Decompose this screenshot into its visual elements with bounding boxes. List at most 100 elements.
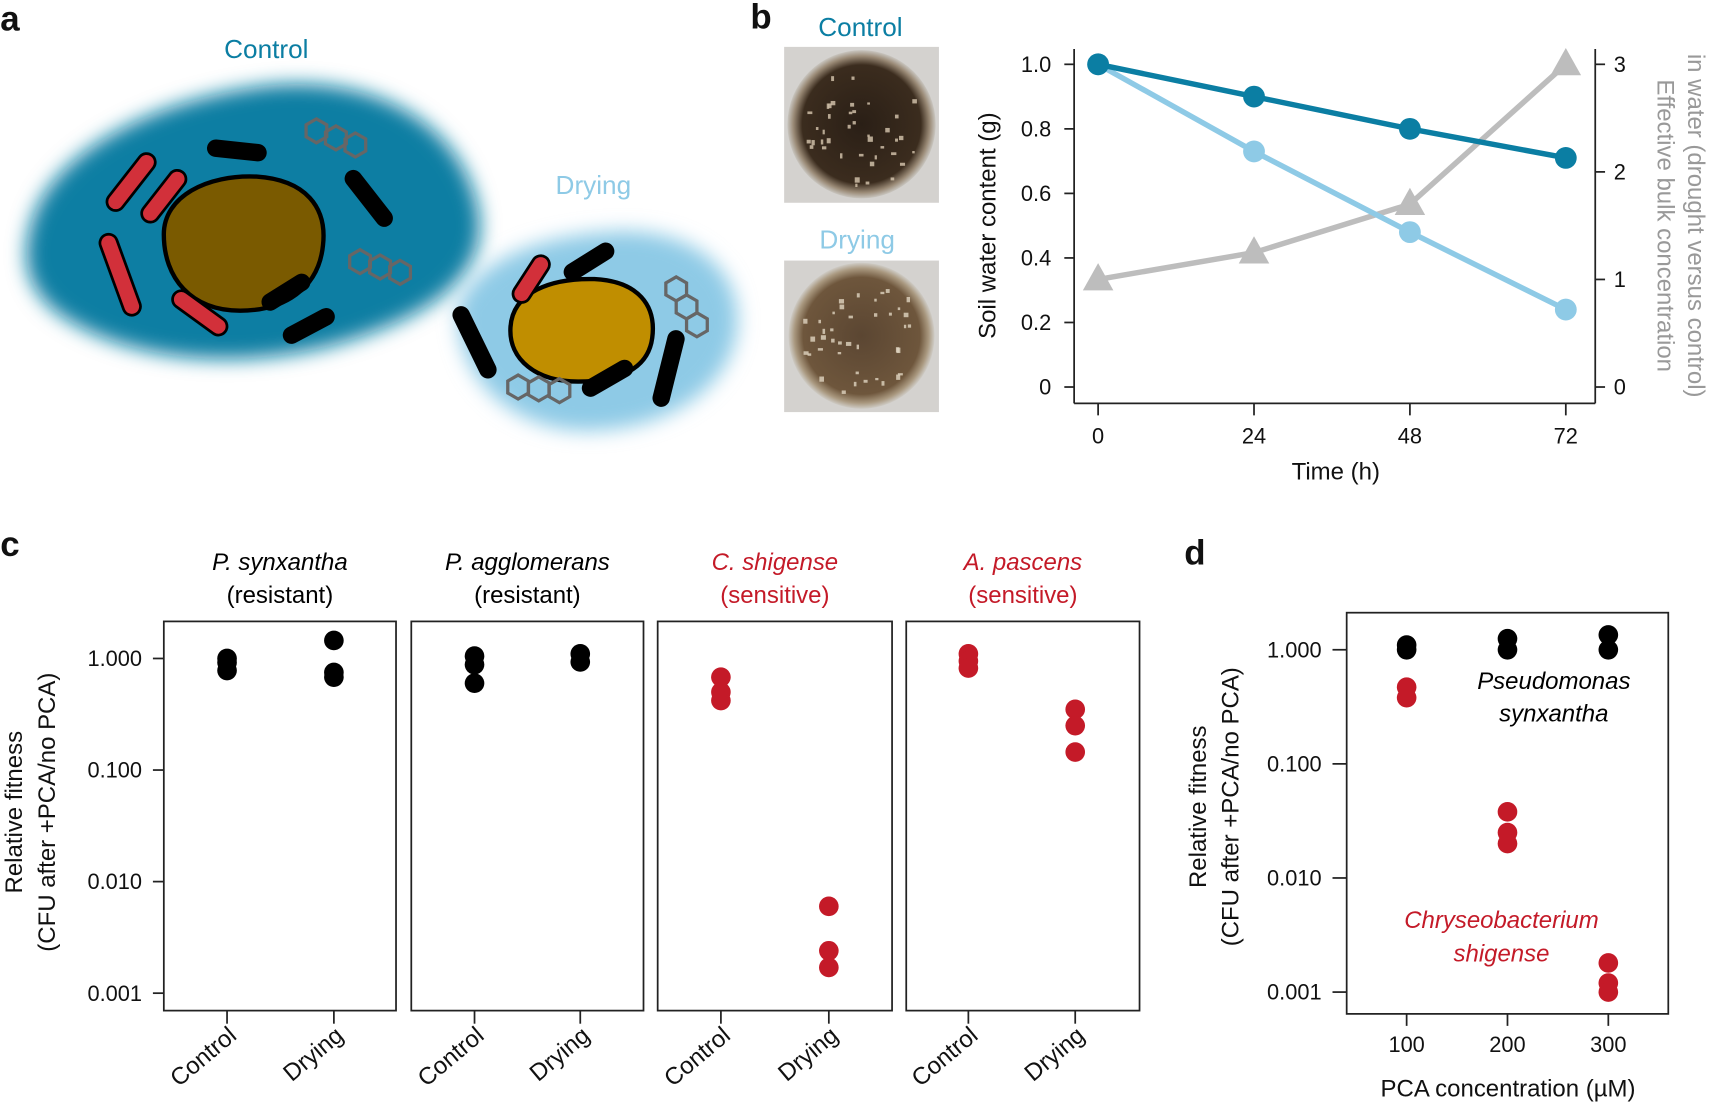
- series-label: shigense: [1454, 941, 1550, 968]
- y-tick-label: 0.100: [1267, 751, 1322, 776]
- point-control: [1554, 147, 1577, 169]
- x-tick-label: Control: [413, 1022, 490, 1092]
- soil-speckle: [881, 381, 885, 386]
- right-y-axis-label-line: Effective bulk concentration: [1651, 79, 1678, 372]
- soil-speckle: [880, 291, 885, 295]
- x-tick-label: 48: [1398, 424, 1422, 449]
- x-tick-label: 200: [1489, 1032, 1525, 1057]
- pca-molecule-shape: [348, 247, 373, 276]
- point-concentration: [1550, 47, 1582, 76]
- soil-speckle: [820, 139, 824, 145]
- soil-speckle: [803, 318, 808, 324]
- soil-speckle: [822, 129, 825, 135]
- facet-frame: [162, 620, 397, 1012]
- resistant-bacterium-shape: [261, 273, 311, 311]
- soil-speckle: [856, 344, 860, 350]
- soil-speckle: [831, 338, 835, 343]
- soil-speckle: [858, 153, 864, 157]
- soil-photos: Control Drying: [784, 12, 939, 413]
- x-tick-label: Control: [659, 1022, 736, 1092]
- resistant-bacterium-shape: [344, 169, 393, 227]
- x-axis-label: Time (h): [1292, 459, 1380, 486]
- soil-speckle: [810, 336, 816, 342]
- left-y-tick-label: 0.8: [1021, 116, 1051, 141]
- soil-speckle: [848, 111, 853, 115]
- sensitive-bacterium-shape: [511, 254, 551, 304]
- soil-speckle: [815, 127, 819, 131]
- soil-speckle: [806, 139, 811, 144]
- facet-title: C. shigense: [712, 549, 839, 576]
- soil-speckle: [875, 377, 879, 381]
- soil-speckle: [811, 140, 815, 146]
- y-axis-label-line: Relative fitness: [1185, 725, 1212, 888]
- sensitive-bacterium-shape: [171, 289, 229, 337]
- soil-speckle: [830, 328, 834, 332]
- y-tick-label: 0.010: [1267, 866, 1322, 891]
- x-tick-label: Control: [907, 1022, 984, 1092]
- soil-aggregate-schematic: Control Drying: [26, 34, 738, 431]
- data-point-resistant: [1598, 625, 1619, 645]
- soil-speckle: [867, 134, 870, 137]
- schematic-control-label: Control: [224, 34, 308, 64]
- soil-speckle: [853, 381, 857, 387]
- pca-molecule-shape: [368, 253, 393, 281]
- drying-soil-grain: [508, 276, 656, 384]
- resistant-bacterium-shape: [581, 359, 634, 397]
- x-tick-label: Control: [165, 1022, 242, 1092]
- panel-b-letter: b: [750, 0, 771, 36]
- x-tick-label: 300: [1590, 1032, 1626, 1057]
- point-drying: [1554, 298, 1577, 321]
- y-tick-label: 1.000: [1267, 637, 1322, 662]
- soil-speckle: [891, 152, 897, 156]
- soil-speckle: [863, 379, 868, 383]
- right-y-tick-label: 3: [1614, 52, 1626, 77]
- soil-speckle: [903, 312, 909, 318]
- y-tick-label: 0.010: [87, 869, 142, 894]
- y-axis-label-line: (CFU after +PCA/no PCA): [1218, 667, 1245, 946]
- soil-speckle: [854, 177, 860, 183]
- y-axis-label-line: (CFU after +PCA/no PCA): [34, 673, 61, 952]
- soil-speckle: [841, 390, 846, 394]
- soil-speckle: [822, 328, 826, 334]
- data-point: [324, 630, 344, 651]
- x-axis-label: PCA concentration (µM): [1381, 1076, 1636, 1103]
- soil-speckle: [850, 102, 855, 107]
- soil-speckle: [839, 153, 843, 159]
- point-control: [1243, 85, 1265, 108]
- soil-speckle: [826, 103, 830, 109]
- soil-speckle: [897, 373, 903, 376]
- soil-speckle: [847, 124, 851, 129]
- soil-speckle: [827, 114, 831, 119]
- data-point-resistant: [1497, 639, 1518, 660]
- series-line-concentration: [1097, 62, 1568, 283]
- pca-molecule-shape: [388, 258, 413, 287]
- soil-speckle: [869, 161, 875, 167]
- x-tick-label: Drying: [773, 1022, 843, 1087]
- soil-speckle: [899, 162, 906, 166]
- point-concentration: [1238, 236, 1270, 264]
- left-y-tick-label: 1.0: [1021, 52, 1051, 77]
- soil-speckle: [885, 289, 890, 293]
- data-point: [711, 667, 731, 687]
- resistant-bacterium-shape: [652, 330, 685, 407]
- soil-speckle: [837, 352, 842, 355]
- soil-speckle: [855, 183, 858, 188]
- series-label: Pseudomonas: [1477, 668, 1630, 695]
- soil-speckle: [888, 312, 892, 316]
- soil-speckle: [807, 111, 813, 115]
- facet-1: P. agglomerans (resistant) Control Drying: [410, 549, 645, 1092]
- soil-speckle: [820, 335, 826, 340]
- drying-soil-dish: [788, 262, 935, 409]
- data-point: [711, 690, 731, 711]
- data-point: [819, 896, 839, 917]
- soil-speckle: [838, 299, 845, 304]
- facet-subtitle: (resistant): [227, 582, 334, 609]
- soil-speckle: [874, 155, 877, 160]
- panel-d-letter: d: [1184, 534, 1205, 573]
- pca-molecule-shape: [684, 310, 709, 339]
- soil-speckle: [880, 146, 885, 149]
- right-y-tick-label: 1: [1614, 267, 1626, 292]
- pca-molecule-shape: [343, 131, 368, 159]
